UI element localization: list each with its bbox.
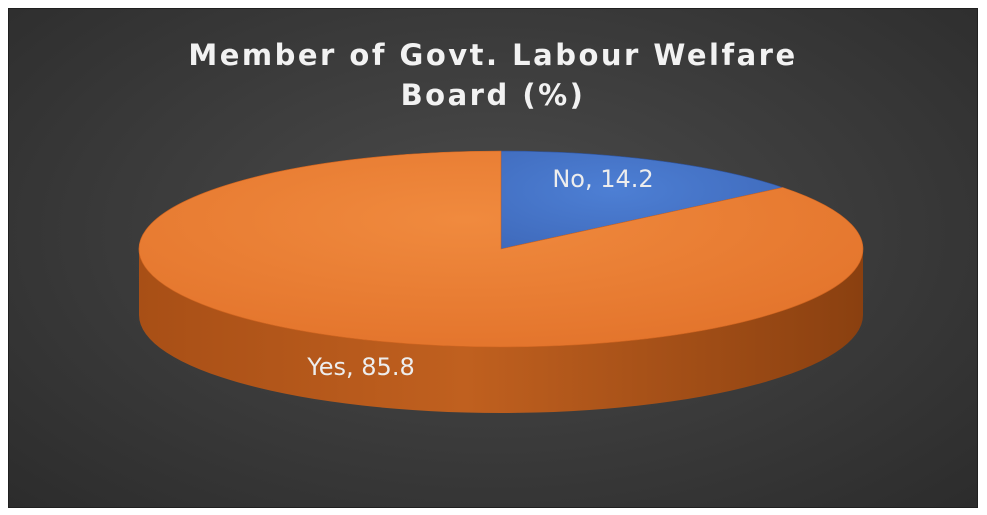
data-label-yes: Yes, 85.8	[306, 353, 414, 381]
chart-title: Member of Govt. Labour Welfare Board (%)	[9, 35, 977, 115]
pie-chart: No, 14.2 Yes, 85.8	[138, 150, 864, 413]
pie-side-yes	[139, 249, 863, 413]
chart-area: Member of Govt. Labour Welfare Board (%)…	[8, 8, 978, 508]
pie-slice-no	[500, 150, 784, 250]
pie-slice-yes	[138, 150, 864, 348]
data-label-no: No, 14.2	[552, 165, 653, 193]
chart-title-text: Member of Govt. Labour Welfare Board (%)	[188, 38, 798, 112]
